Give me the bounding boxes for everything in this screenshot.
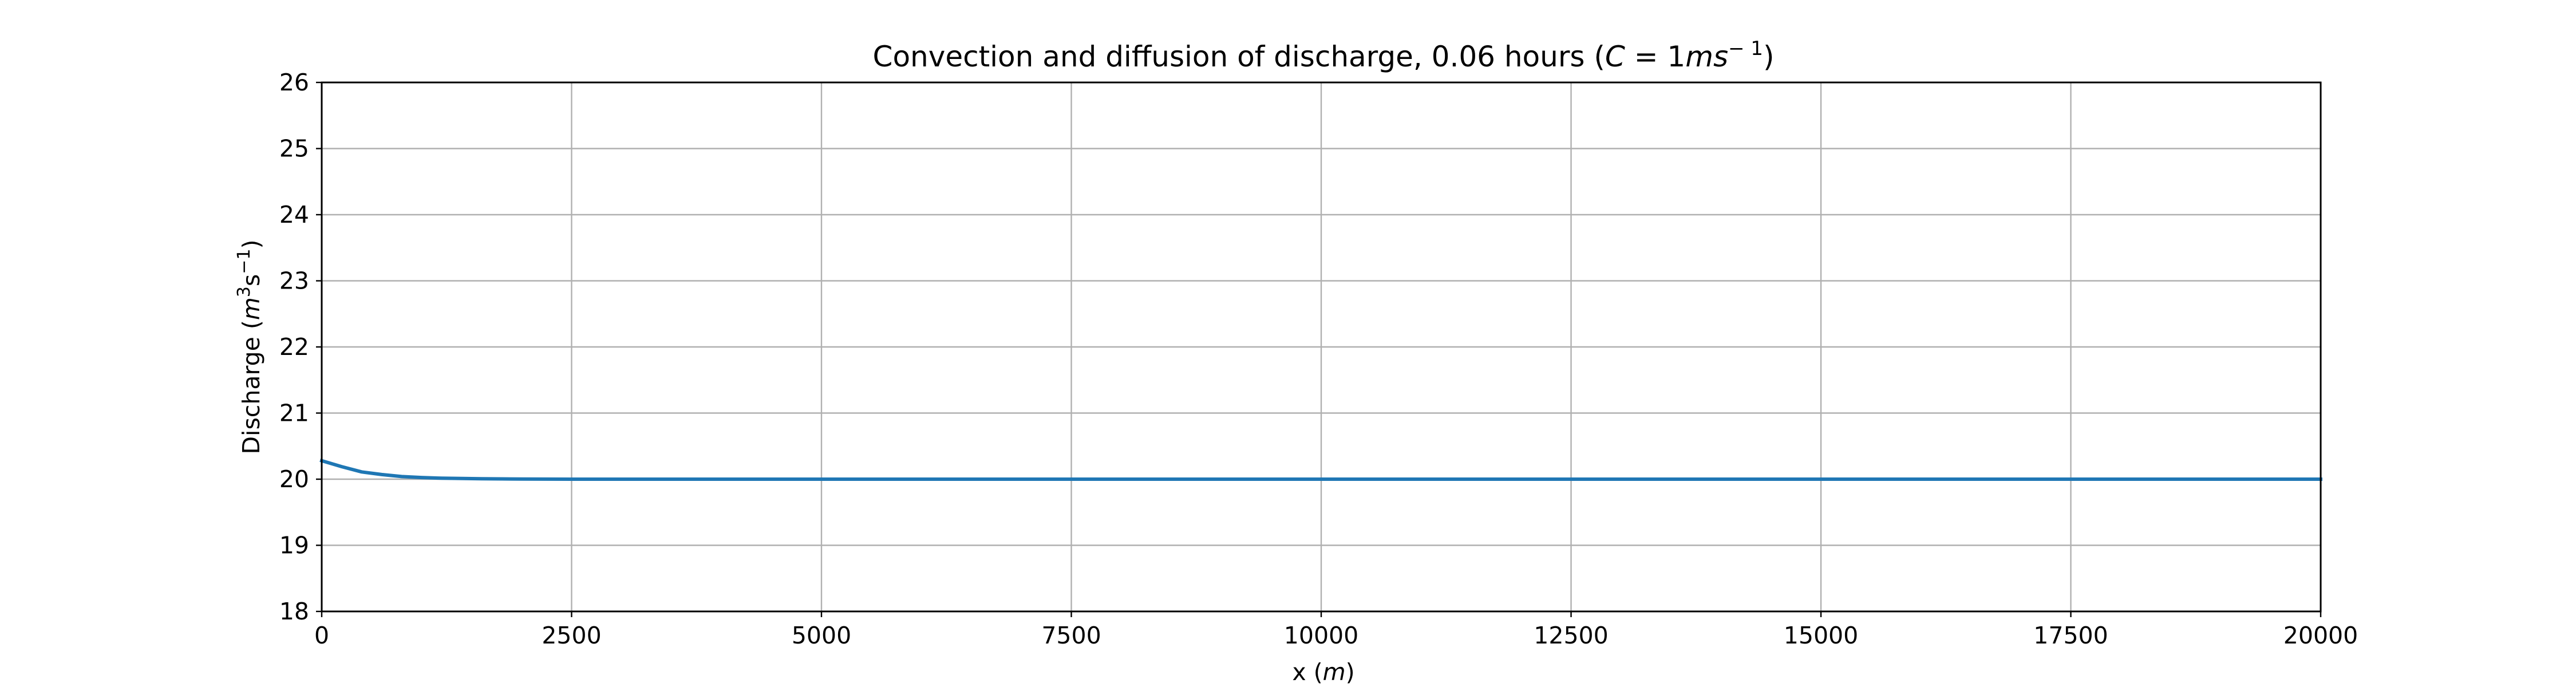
x-tick-label: 12500	[1534, 622, 1608, 649]
chart-title: Convection and diffusion of discharge, 0…	[873, 37, 1775, 73]
x-tick-label: 10000	[1284, 622, 1358, 649]
y-tick-label: 26	[279, 69, 309, 96]
y-axis-label: Discharge (m3s−1)	[234, 239, 266, 454]
y-tick-label: 19	[279, 532, 309, 559]
discharge-series-line	[319, 458, 2322, 481]
x-tick-label: 0	[314, 622, 329, 649]
y-tick-label: 24	[279, 201, 309, 228]
y-tick-label: 20	[279, 465, 309, 493]
x-tick-label: 7500	[1041, 622, 1101, 649]
x-tick-label: 2500	[542, 622, 601, 649]
x-tick-label: 20000	[2283, 622, 2358, 649]
x-tick-label: 15000	[1784, 622, 1858, 649]
y-tick-label: 25	[279, 135, 309, 163]
y-tick-label: 21	[279, 400, 309, 427]
x-tick-label: 5000	[792, 622, 851, 649]
series-layer	[319, 458, 2322, 481]
y-tick-label: 22	[279, 333, 309, 361]
x-tick-label: 17500	[2033, 622, 2108, 649]
axis-ticks: 0 2500 5000 7500 10000 12500 15000 17500 20000 18…	[279, 69, 2358, 649]
y-tick-label: 18	[279, 598, 309, 625]
plot-frame	[321, 81, 2322, 613]
y-tick-label: 23	[279, 267, 309, 295]
x-axis-label: x (m)	[1292, 658, 1354, 686]
